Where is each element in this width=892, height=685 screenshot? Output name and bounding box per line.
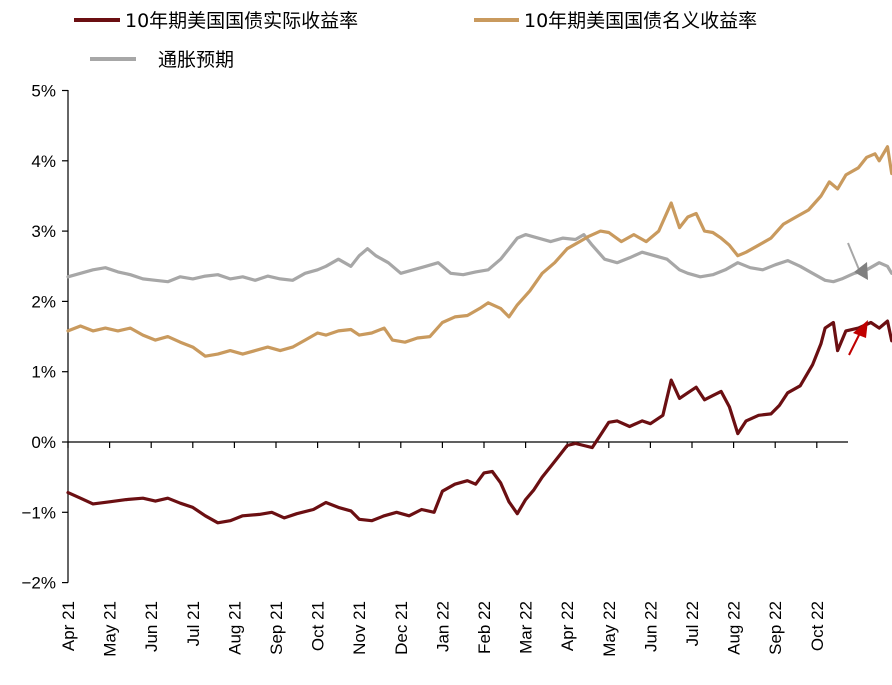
legend-item-inflation-expectation: 通胀预期 [90,49,234,71]
x-tick-label: Jun 21 [142,601,161,652]
legend-label-real-yield: 10年期美国国债实际收益率 [125,10,358,32]
gray-down-arrow-head [854,262,868,280]
series-layer [66,145,892,525]
x-tick-label: Nov 21 [350,601,369,655]
legend-label-inflation-expectation: 通胀预期 [158,49,234,71]
legend: 10年期美国国债实际收益率 10年期美国国债名义收益率 通胀预期 [74,10,757,71]
y-tick-label: 4% [31,152,56,171]
x-tick-label: Apr 21 [59,601,78,651]
y-tick-label: 0% [31,433,56,452]
series-line-2 [66,233,892,284]
series-line-1 [66,145,892,358]
x-tick-label: May 21 [101,601,120,657]
y-tick-label: 5% [31,82,56,101]
x-tick-label: May 22 [600,601,619,657]
annotation-layer [847,242,868,356]
y-tick-label: −1% [22,503,57,522]
x-tick-label: Oct 22 [808,601,827,651]
x-tick-label: Feb 22 [475,601,494,654]
legend-item-real-yield: 10年期美国国债实际收益率 [74,10,358,32]
x-tick-label: Sep 22 [766,601,785,655]
legend-item-nominal-yield: 10年期美国国债名义收益率 [474,10,757,32]
y-tick-label: 2% [31,292,56,311]
axes: 5% 4% 3% 2% 1% 0% −1% −2%Apr 21 May 21 Jun 21 Jul … [22,82,848,657]
gray-down-arrow-shaft [847,242,861,273]
y-tick-label: 1% [31,363,56,382]
x-tick-label: Aug 21 [225,601,244,655]
series-line-0 [66,319,892,525]
x-tick-label: Oct 21 [309,601,328,651]
x-tick-label: Apr 22 [558,601,577,651]
x-tick-label: Jul 22 [683,601,702,646]
x-tick-label: Jun 22 [641,601,660,652]
x-tick-label: Jan 22 [433,601,452,652]
x-tick-label: Sep 21 [267,601,286,655]
y-tick-label: 3% [31,222,56,241]
red-up-arrow-head [853,320,868,338]
legend-label-nominal-yield: 10年期美国国债名义收益率 [524,10,757,32]
x-tick-label: Aug 22 [725,601,744,655]
x-tick-label: Jul 21 [184,601,203,646]
x-tick-label: Dec 21 [392,601,411,655]
x-tick-label: Mar 22 [517,601,536,654]
red-up-arrow-shaft [848,332,861,356]
y-tick-label: −2% [22,574,57,593]
